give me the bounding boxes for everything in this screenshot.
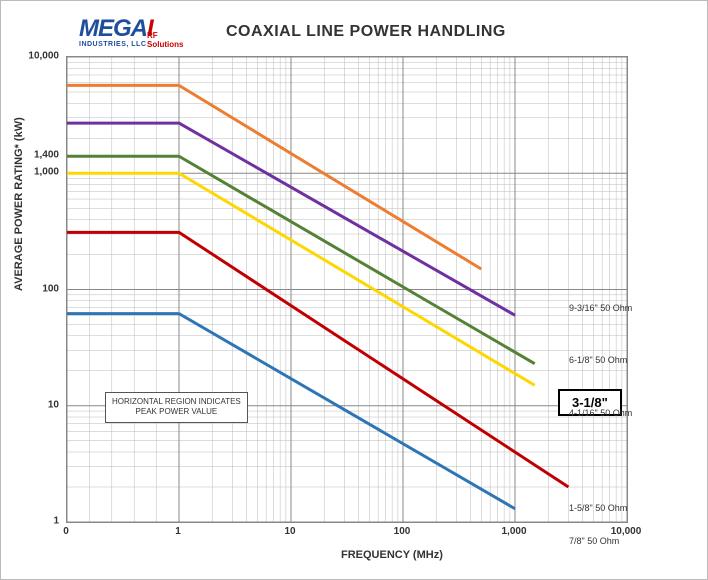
y-tick: 1,000 [34, 167, 59, 178]
series-label: 1-5/8" 50 Ohm [569, 503, 627, 513]
x-axis-label: FREQUENCY (MHz) [341, 549, 443, 561]
x-tick: 1 [175, 526, 181, 537]
y-tick: 1 [53, 516, 59, 527]
series-label: 4-1/16" 50 Ohm [569, 408, 632, 418]
chart-title: COAXIAL LINE POWER HANDLING [226, 23, 506, 41]
x-tick: 10 [284, 526, 295, 537]
note-box: HORIZONTAL REGION INDICATES PEAK POWER V… [105, 392, 248, 423]
y-tick: 100 [42, 283, 59, 294]
chart-container: MEGAI RF Solutions INDUSTRIES, LLC COAXI… [0, 0, 708, 580]
note-line1: HORIZONTAL REGION INDICATES [112, 397, 241, 407]
plot-area [66, 56, 628, 523]
x-tick: 1,000 [501, 526, 526, 537]
series-label: 6-1/8" 50 Ohm [569, 355, 627, 365]
y-tick: 1,400 [34, 150, 59, 161]
series-label: 7/8" 50 Ohm [569, 536, 619, 546]
y-axis-label: AVERAGE POWER RATING* (kW) [13, 117, 25, 291]
note-line2: PEAK POWER VALUE [112, 407, 241, 417]
x-tick: 0 [63, 526, 69, 537]
logo-sub: INDUSTRIES, LLC [79, 41, 153, 48]
y-tick: 10 [48, 399, 59, 410]
logo: MEGAI RF Solutions INDUSTRIES, LLC [79, 15, 153, 48]
logo-rf: RF Solutions [147, 31, 183, 49]
x-tick: 100 [394, 526, 411, 537]
y-tick: 10,000 [28, 51, 59, 62]
logo-text: MEGA [79, 15, 147, 42]
series-label: 9-3/16" 50 Ohm [569, 303, 632, 313]
